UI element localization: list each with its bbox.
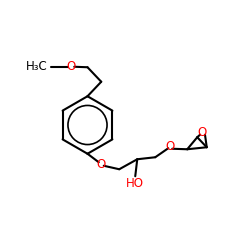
Text: O: O xyxy=(66,60,76,73)
Text: O: O xyxy=(198,126,207,139)
Text: O: O xyxy=(166,140,175,153)
Text: HO: HO xyxy=(126,177,144,190)
Text: H₃C: H₃C xyxy=(26,60,48,73)
Text: O: O xyxy=(96,158,106,171)
